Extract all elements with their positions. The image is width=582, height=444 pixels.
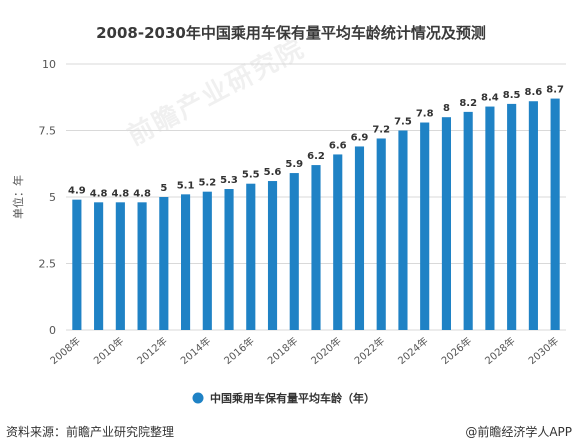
- data-label: 5.5: [242, 170, 260, 181]
- data-label: 7.2: [372, 124, 390, 135]
- bar: [398, 130, 408, 330]
- legend-marker: [192, 392, 204, 404]
- x-tick-label: 2024年: [395, 334, 431, 367]
- data-label: 5.1: [177, 180, 195, 191]
- data-label: 8.4: [481, 93, 499, 104]
- bar: [550, 98, 560, 330]
- bar: [507, 103, 517, 331]
- data-label: 8.6: [525, 87, 543, 98]
- data-label: 7.5: [394, 117, 412, 128]
- data-label: 4.8: [111, 188, 129, 199]
- data-label: 8.5: [503, 90, 521, 101]
- x-tick-label: 2012年: [134, 334, 170, 367]
- bar: [528, 101, 538, 331]
- bar: [202, 191, 212, 330]
- bar: [115, 202, 125, 330]
- bar: [333, 154, 343, 330]
- bar: [289, 173, 299, 330]
- data-label: 6.9: [351, 132, 369, 143]
- data-label: 6.6: [329, 140, 347, 151]
- bar: [420, 122, 430, 331]
- data-label: 5.2: [198, 178, 216, 189]
- data-label: 7.8: [416, 109, 434, 120]
- x-tick-label: 2030年: [526, 334, 562, 367]
- data-label: 8: [443, 103, 450, 114]
- y-tick-label: 2.5: [39, 258, 57, 271]
- data-label: 5.9: [285, 159, 303, 170]
- y-tick-label: 0: [49, 324, 56, 337]
- bar: [224, 189, 234, 330]
- source-note: 资料来源：前瞻产业研究院整理: [6, 425, 175, 439]
- data-label: 6.2: [307, 151, 325, 162]
- y-tick-label: 7.5: [39, 125, 57, 138]
- bar: [94, 202, 104, 330]
- bar: [354, 146, 365, 330]
- bar: [137, 202, 147, 330]
- y-axis-label: 单位：年: [11, 175, 25, 219]
- y-tick-label: 5: [49, 191, 56, 204]
- data-label: 5.6: [264, 167, 282, 178]
- bar: [463, 111, 473, 330]
- bar: [246, 183, 256, 330]
- data-label: 5: [160, 183, 167, 194]
- x-tick-label: 2018年: [265, 334, 301, 367]
- x-tick-label: 2008年: [47, 334, 83, 367]
- chart-title: 2008-2030年中国乘用车保有量平均车龄统计情况及预测: [96, 24, 486, 42]
- data-label: 5.3: [220, 175, 238, 186]
- data-label: 8.2: [459, 98, 477, 109]
- bar: [485, 106, 495, 330]
- data-label: 4.9: [68, 186, 86, 197]
- x-tick-label: 2028年: [482, 334, 518, 367]
- y-tick-label: 10: [42, 58, 56, 71]
- x-tick-label: 2020年: [308, 334, 344, 367]
- bar: [72, 199, 82, 330]
- data-label: 4.8: [90, 188, 108, 199]
- bar: [376, 138, 386, 330]
- legend-label: 中国乘用车保有量平均车龄（年）: [210, 391, 375, 405]
- data-label: 4.8: [133, 188, 151, 199]
- data-label: 8.7: [546, 85, 564, 96]
- bar: [441, 117, 451, 330]
- bar: [181, 194, 191, 330]
- x-tick-label: 2010年: [91, 334, 127, 367]
- credit-note: @前瞻经济学人APP: [465, 425, 572, 439]
- x-tick-label: 2014年: [178, 334, 214, 367]
- bar: [159, 197, 169, 330]
- bar: [311, 165, 321, 330]
- x-tick-label: 2026年: [439, 334, 475, 367]
- bar: [267, 181, 278, 330]
- x-tick-label: 2022年: [352, 334, 388, 367]
- x-tick-label: 2016年: [221, 334, 257, 367]
